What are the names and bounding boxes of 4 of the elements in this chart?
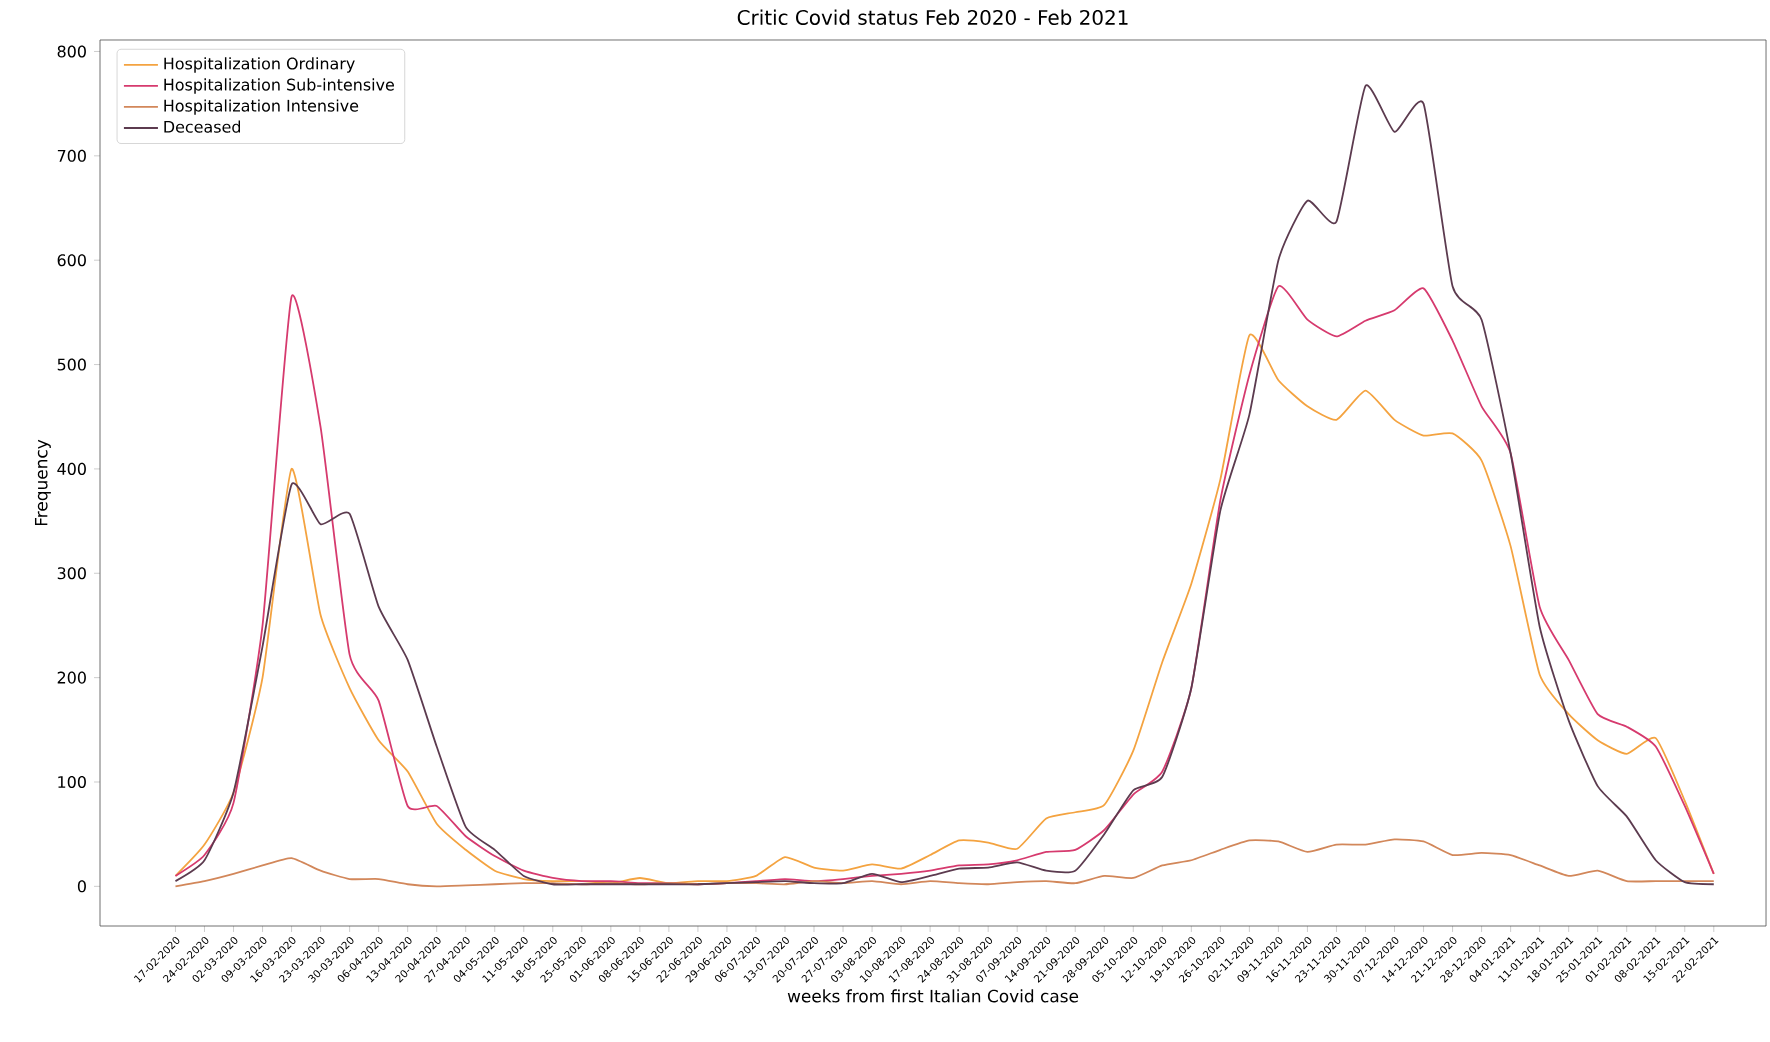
x-axis-title: weeks from first Italian Covid case bbox=[787, 989, 1079, 1003]
chart-title: Critic Covid status Feb 2020 - Feb 2021 bbox=[737, 9, 1128, 25]
line-series bbox=[174, 838, 1715, 888]
y-axis-title: Frequency bbox=[34, 439, 51, 526]
